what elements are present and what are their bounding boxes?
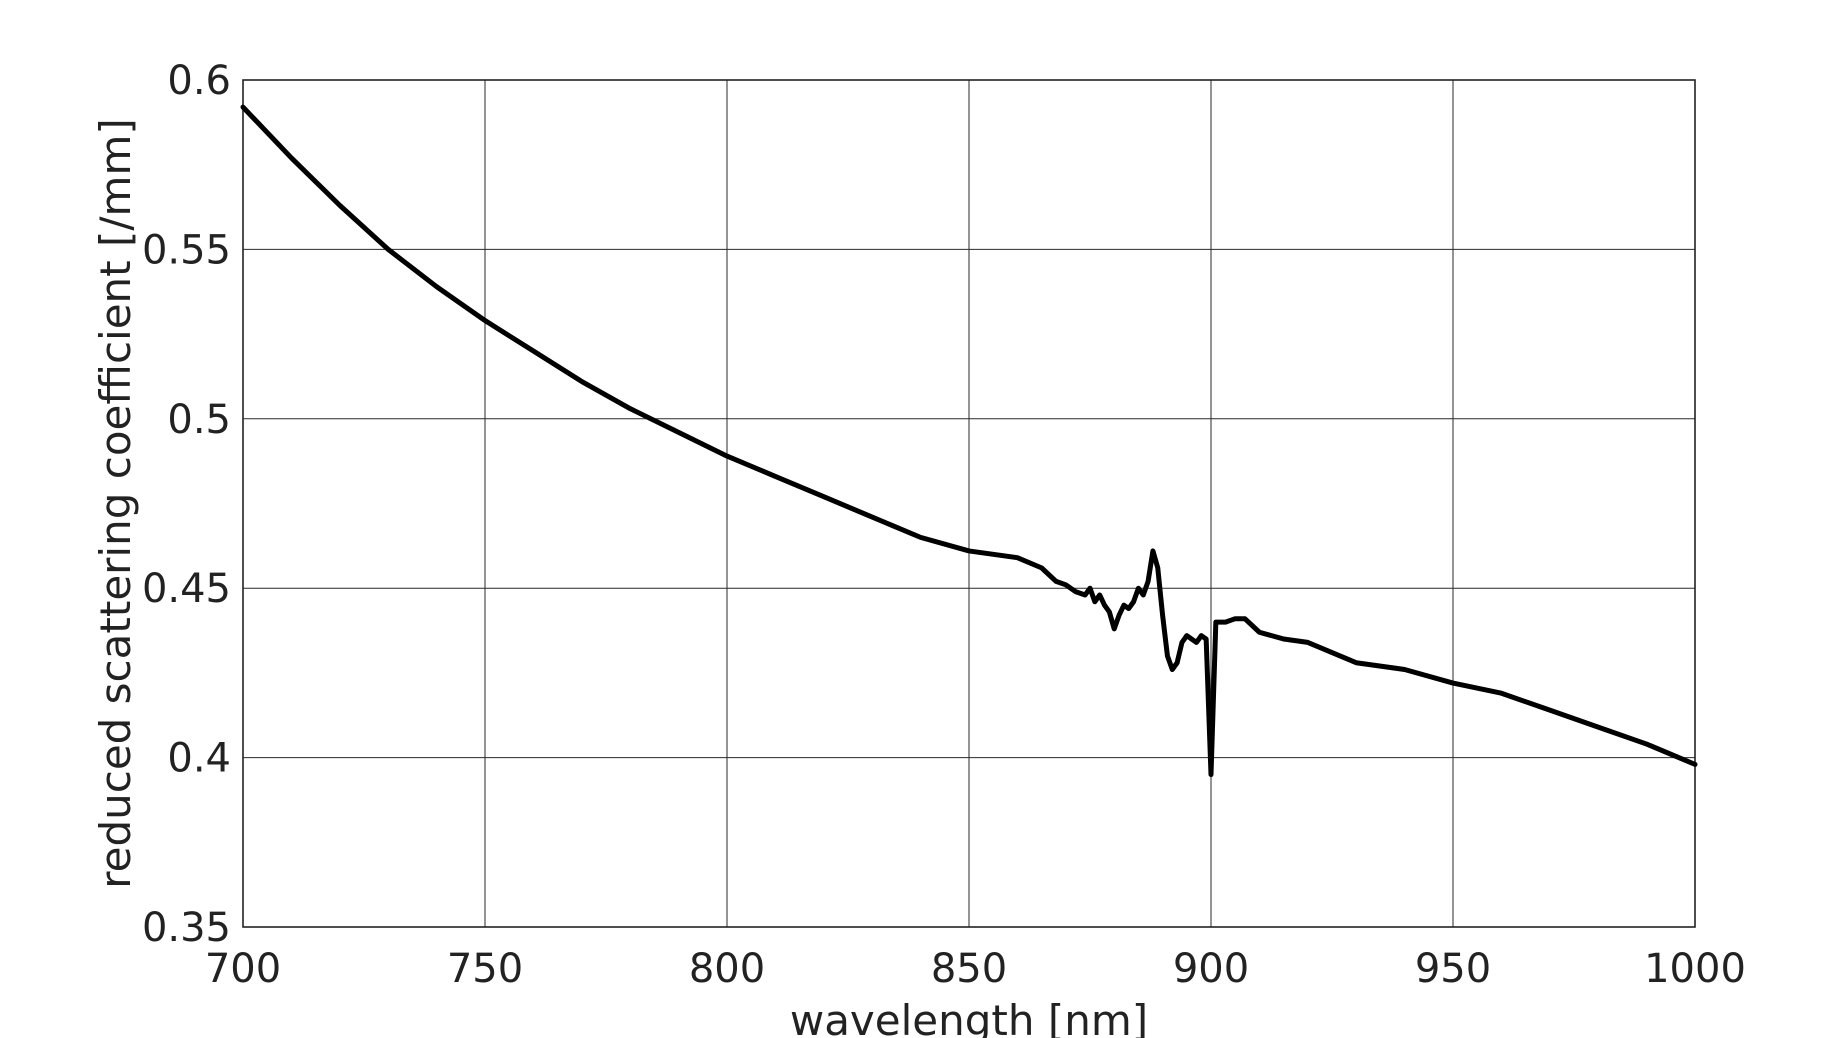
y-tick-label: 0.55 [142,227,231,273]
x-tick-label: 700 [205,946,281,992]
x-tick-label: 750 [447,946,523,992]
y-tick-label: 0.6 [167,58,231,104]
plot-area-frame [242,79,1696,928]
x-tick-label: 1000 [1644,946,1746,992]
y-tick-label: 0.35 [142,905,231,951]
y-axis-tick-labels: 0.35 0.4 0.45 0.5 0.55 0.6 [142,58,231,951]
x-tick-label: 850 [931,946,1007,992]
y-tick-label: 0.45 [142,566,231,612]
series-line-reduced-scattering [240,104,1698,778]
x-tick-label: 900 [1173,946,1249,992]
y-tick-label: 0.4 [167,736,231,782]
x-tick-label: 950 [1415,946,1491,992]
y-axis-label: reduced scattering coefficient [/mm] [91,118,140,888]
y-tick-label: 0.5 [167,397,231,443]
x-axis-label: wavelength [nm] [790,996,1148,1038]
x-tick-label: 800 [689,946,765,992]
x-axis-tick-labels: 700 750 800 850 900 950 1000 [205,946,1746,992]
